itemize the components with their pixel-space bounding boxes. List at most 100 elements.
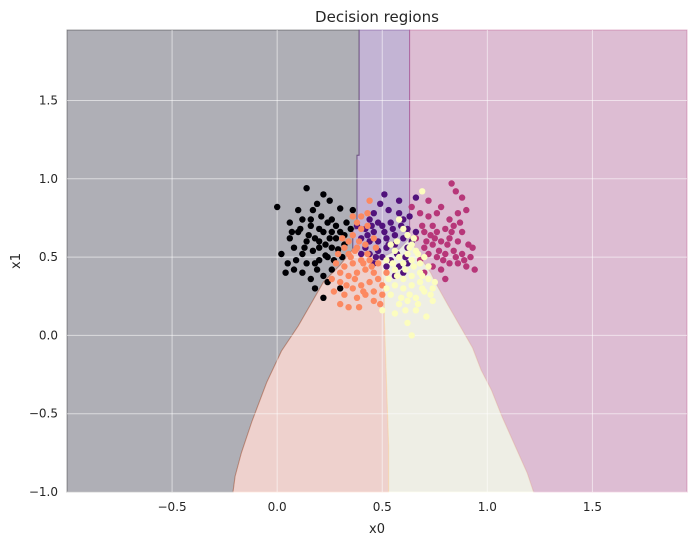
data-point: [360, 288, 367, 295]
x-tick-label: 1.5: [583, 500, 602, 514]
data-point: [351, 275, 359, 283]
y-tick-label: 0.0: [39, 328, 58, 342]
data-point: [412, 194, 420, 201]
data-point: [400, 260, 407, 267]
data-point: [309, 247, 317, 254]
data-point: [408, 203, 415, 211]
data-point: [307, 222, 314, 229]
data-point: [320, 272, 327, 280]
data-point: [366, 278, 373, 286]
data-point: [402, 307, 409, 314]
data-point: [416, 260, 424, 267]
data-point: [307, 216, 314, 223]
data-point: [419, 188, 426, 195]
data-point: [355, 304, 363, 311]
data-point: [316, 257, 323, 264]
data-point: [337, 205, 344, 212]
data-point: [400, 285, 407, 292]
data-point: [322, 252, 329, 259]
data-point: [372, 244, 380, 251]
data-point: [429, 297, 436, 305]
data-point: [345, 238, 352, 245]
data-point: [400, 275, 407, 283]
data-point: [349, 206, 356, 214]
data-point: [469, 244, 476, 251]
data-point: [437, 266, 445, 273]
data-point: [370, 288, 377, 295]
data-point: [278, 250, 285, 258]
data-point: [416, 210, 424, 217]
data-point: [366, 197, 373, 204]
data-point: [463, 206, 470, 214]
data-point: [355, 238, 363, 245]
data-point: [387, 219, 394, 226]
data-point: [391, 247, 399, 254]
data-point: [381, 191, 388, 198]
data-point: [364, 250, 371, 258]
decision-region-class-0: [66, 29, 360, 493]
series-class-3: [328, 197, 390, 311]
data-point: [349, 285, 356, 292]
data-point: [389, 225, 396, 233]
data-point: [303, 185, 310, 192]
data-point: [379, 222, 386, 229]
data-point: [341, 263, 348, 270]
data-point: [446, 235, 453, 242]
data-point: [393, 272, 401, 280]
data-point: [412, 307, 420, 314]
data-point: [419, 272, 426, 280]
data-point: [320, 294, 327, 301]
data-point: [347, 225, 354, 233]
data-point: [406, 291, 413, 298]
data-point: [414, 300, 422, 308]
x-tick-label: 0.0: [268, 500, 287, 514]
data-point: [316, 238, 323, 245]
data-point: [395, 253, 403, 261]
data-point: [366, 257, 373, 264]
data-point: [362, 241, 369, 248]
data-point: [353, 294, 361, 301]
data-point: [425, 197, 432, 204]
data-point: [395, 197, 403, 204]
data-point: [458, 250, 466, 258]
data-point: [313, 266, 321, 273]
data-point: [404, 250, 411, 258]
data-point: [305, 232, 312, 239]
data-point: [433, 210, 441, 217]
data-point: [450, 247, 457, 254]
data-point: [454, 210, 462, 217]
data-point: [309, 206, 317, 214]
data-point: [332, 235, 340, 242]
data-point: [326, 235, 333, 242]
data-point: [318, 213, 325, 220]
data-point: [368, 263, 375, 270]
data-point: [383, 269, 390, 276]
data-point: [353, 269, 361, 276]
data-point: [458, 194, 466, 201]
data-point: [446, 260, 453, 267]
data-point: [423, 238, 430, 245]
data-point: [337, 300, 344, 308]
data-point: [431, 278, 438, 286]
data-point: [337, 278, 344, 286]
data-point: [322, 241, 329, 248]
data-point: [274, 203, 281, 211]
data-point: [297, 225, 304, 233]
y-tick-label: 1.0: [39, 172, 58, 186]
data-point: [299, 250, 306, 258]
data-point: [332, 260, 340, 267]
data-point: [347, 253, 354, 261]
data-point: [286, 235, 293, 242]
data-point: [395, 300, 403, 308]
data-point: [330, 288, 338, 295]
data-point: [408, 272, 415, 280]
data-point: [343, 219, 350, 226]
data-point: [395, 210, 403, 217]
data-point: [387, 291, 394, 298]
data-point: [395, 216, 403, 223]
data-point: [290, 244, 298, 251]
data-point: [410, 263, 417, 270]
data-point: [320, 228, 327, 236]
y-tick-label: −0.5: [29, 407, 58, 421]
data-point: [328, 266, 335, 273]
